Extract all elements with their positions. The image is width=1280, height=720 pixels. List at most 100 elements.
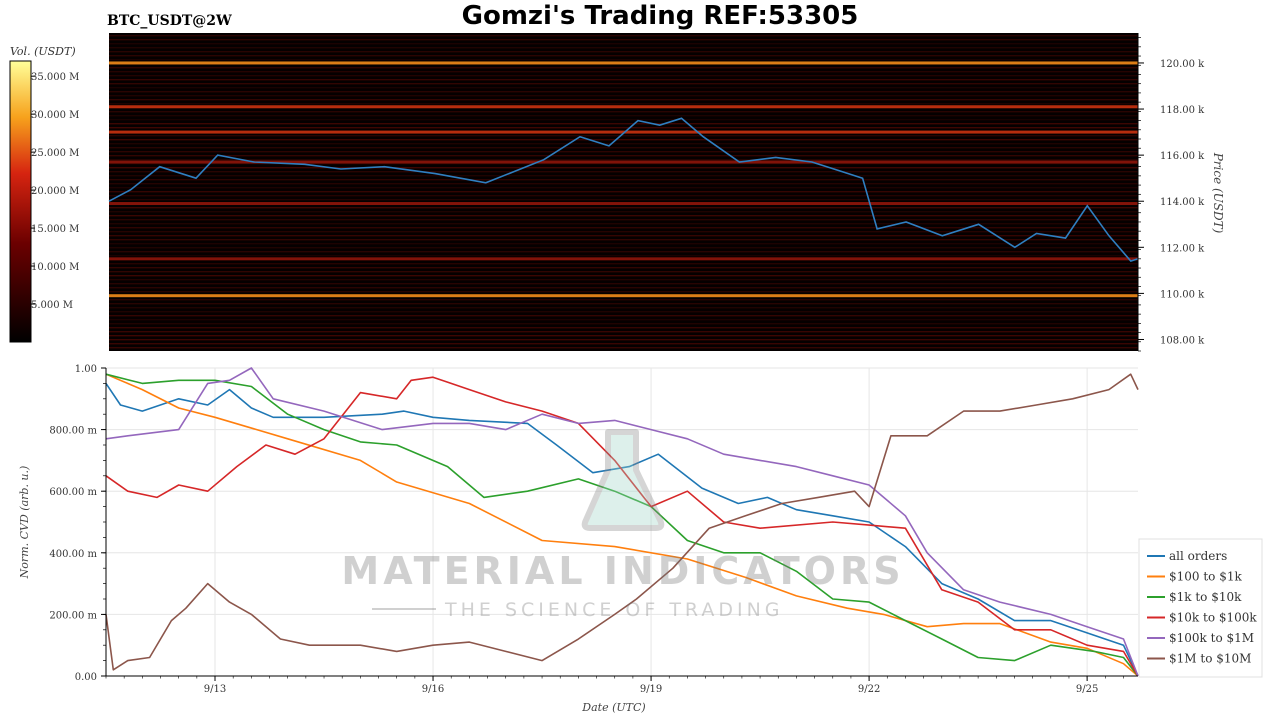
legend-entry: $1M to $10M: [1169, 652, 1251, 666]
liquidity-band: [109, 105, 1138, 109]
heatmap-panel: [108, 33, 1139, 351]
cvd-series-line: [105, 373, 1139, 671]
watermark-line2: THE SCIENCE OF TRADING: [444, 599, 784, 621]
liquidity-band: [109, 160, 1138, 164]
cvd-y-tick-label: 600.00 m: [49, 487, 97, 498]
heatmap-row: [109, 87, 1138, 89]
colorbar-tick-label: 30.000 M: [31, 110, 79, 121]
heatmap-row: [109, 323, 1138, 325]
colorbar-tick-label: 5.000 M: [31, 300, 73, 311]
heatmap-row: [109, 35, 1138, 37]
cvd-series-line: [105, 382, 1139, 677]
heatmap-row: [109, 191, 1138, 193]
heatmap-row: [109, 111, 1138, 113]
heatmap-row: [109, 175, 1138, 177]
heatmap-row: [109, 307, 1138, 309]
heatmap-row: [109, 255, 1138, 257]
heatmap-row: [109, 263, 1138, 265]
heatmap-row: [109, 331, 1138, 333]
legend-entry: $10k to $100k: [1169, 611, 1257, 625]
colorbar-ticks: 35.000 M 30.000 M 25.000 M 20.000 M 15.000 M…: [31, 72, 79, 311]
heatmap-row: [109, 71, 1138, 73]
heatmap-row: [109, 275, 1138, 277]
heatmap-row: [109, 139, 1138, 141]
heatmap-row: [109, 227, 1138, 229]
heatmap-row: [109, 339, 1138, 341]
colorbar-tick-label: 10.000 M: [31, 262, 79, 273]
heatmap-row: [109, 167, 1138, 169]
heatmap-row: [109, 243, 1138, 245]
heatmap-row: [109, 119, 1138, 121]
heatmap-row: [109, 59, 1138, 61]
heatmap-y-tick-label: 114.00 k: [1160, 197, 1205, 208]
heatmap-row: [109, 239, 1138, 241]
heatmap-y-tick-label: 120.00 k: [1160, 59, 1205, 70]
heatmap-row: [109, 83, 1138, 85]
watermark: MATERIAL INDICATORS THE SCIENCE OF TRADI…: [341, 429, 904, 621]
heatmap-row: [109, 291, 1138, 293]
cvd-series-line: [105, 367, 1139, 677]
heatmap-row: [109, 55, 1138, 57]
cvd-x-tick-label: 9/19: [640, 684, 662, 695]
heatmap-y-tick-label: 108.00 k: [1160, 335, 1205, 346]
heatmap-row: [109, 151, 1138, 153]
heatmap-row: [109, 75, 1138, 77]
heatmap-row: [109, 127, 1138, 129]
cvd-y-tick-label: 400.00 m: [49, 549, 97, 560]
heatmap-row: [109, 147, 1138, 149]
heatmap-row: [109, 283, 1138, 285]
colorbar-tick-label: 15.000 M: [31, 224, 79, 235]
heatmap-y-tick-label: 118.00 k: [1160, 105, 1205, 116]
heatmap-row: [109, 251, 1138, 253]
heatmap-row: [109, 135, 1138, 137]
heatmap-row: [109, 183, 1138, 185]
heatmap-y-tick-label: 110.00 k: [1160, 289, 1205, 300]
heatmap-row: [109, 143, 1138, 145]
heatmap-row: [109, 39, 1138, 41]
watermark-line1: MATERIAL INDICATORS: [341, 549, 904, 593]
heatmap-y-tick-label: 112.00 k: [1160, 243, 1205, 254]
cvd-x-tick-label: 9/13: [204, 684, 226, 695]
colorbar-tick-label: 20.000 M: [31, 186, 79, 197]
heatmap-row: [109, 303, 1138, 305]
cvd-y-tick-label: 200.00 m: [49, 610, 97, 621]
heatmap-row: [109, 287, 1138, 289]
heatmap-row: [109, 319, 1138, 321]
legend-entry: all orders: [1169, 549, 1227, 563]
heatmap-row: [109, 159, 1138, 161]
heatmap-row: [109, 47, 1138, 49]
heatmap-y-label: Price (USDT): [1211, 152, 1225, 234]
heatmap-row: [109, 335, 1138, 337]
heatmap-row: [109, 43, 1138, 45]
legend: all orders $100 to $1k $1k to $10k $10k to …: [1138, 538, 1263, 678]
heatmap-row: [109, 99, 1138, 101]
heatmap-row: [109, 299, 1138, 301]
heatmap-row: [109, 155, 1138, 157]
liquidity-band: [109, 257, 1138, 261]
legend-entry: $100k to $1M: [1169, 631, 1254, 645]
heatmap-row: [109, 103, 1138, 105]
heatmap-background: [109, 33, 1138, 351]
colorbar-tick-label: 25.000 M: [31, 148, 79, 159]
heatmap-row: [109, 67, 1138, 69]
heatmap-row: [109, 163, 1138, 165]
heatmap-row: [109, 267, 1138, 269]
cvd-x-tick-label: 9/25: [1076, 684, 1098, 695]
heatmap-row: [109, 195, 1138, 197]
heatmap-row: [109, 187, 1138, 189]
flask-icon: [581, 429, 665, 531]
liquidity-band: [109, 61, 1138, 65]
colorbar: [9, 60, 32, 343]
cvd-series-line: [105, 376, 1139, 677]
cvd-y-tick-label: 1.00: [75, 364, 97, 375]
heatmap-row: [109, 211, 1138, 213]
liquidity-band: [109, 294, 1138, 298]
colorbar-tick-label: 35.000 M: [31, 72, 79, 83]
chart-title: Gomzi's Trading REF:53305: [462, 1, 859, 31]
cvd-series-line: [105, 373, 1139, 677]
heatmap-y-tick-label: 116.00 k: [1160, 151, 1205, 162]
heatmap-row: [109, 179, 1138, 181]
cvd-y-tick-label: 0.00: [75, 672, 97, 683]
heatmap-row: [109, 51, 1138, 53]
